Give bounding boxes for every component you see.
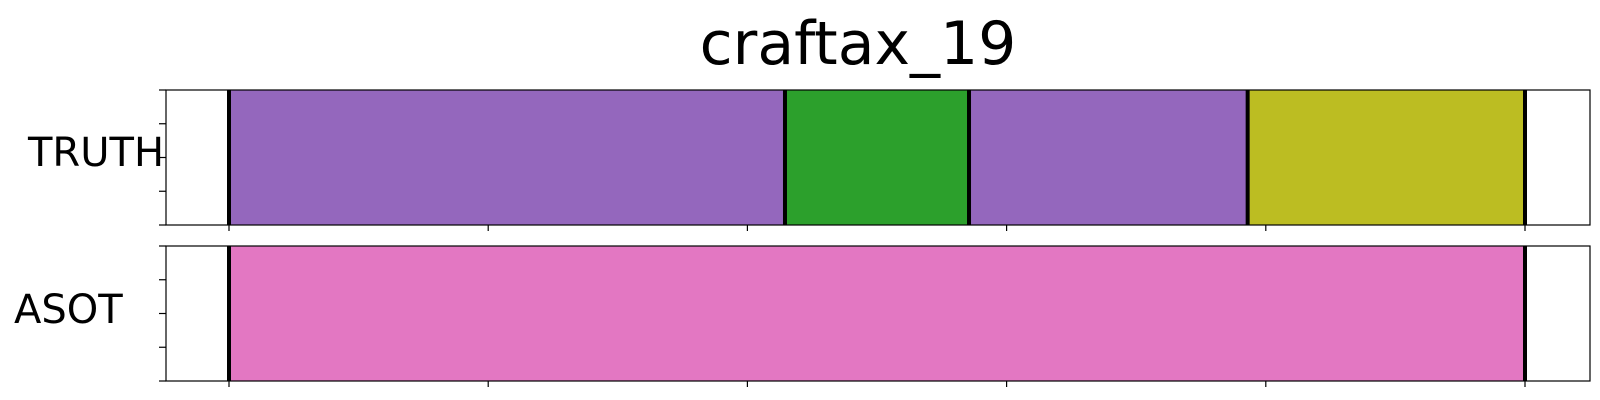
truth-segment-3: [1247, 90, 1525, 225]
asot-segments: [229, 246, 1525, 381]
row-label-truth: TRUTH: [27, 130, 164, 176]
asot-segment-0: [229, 246, 1525, 381]
truth-boundaries: [227, 90, 1527, 225]
row-asot: ASOT: [14, 245, 1591, 387]
truth-segment-1: [784, 90, 970, 225]
row-label-asot: ASOT: [14, 287, 123, 333]
asot-boundaries: [227, 246, 1527, 381]
row-truth: TRUTH: [27, 89, 1591, 231]
truth-ticks: [159, 89, 1526, 231]
chart-title: craftax_19: [700, 9, 1017, 79]
truth-segment-2: [969, 90, 1248, 225]
truth-segment-0: [229, 90, 785, 225]
truth-segments: [229, 90, 1525, 225]
asot-ticks: [159, 245, 1526, 387]
